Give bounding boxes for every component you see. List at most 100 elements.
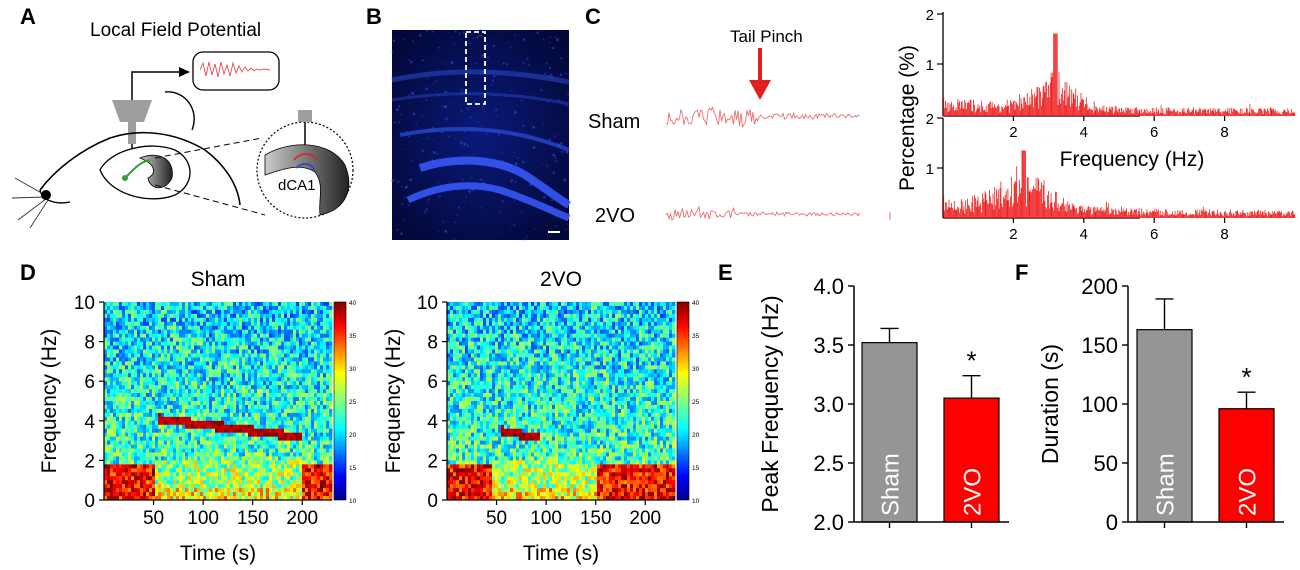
spectrogram-cell <box>128 412 132 418</box>
spectrogram-cell <box>179 385 183 390</box>
spectrogram-cell <box>450 349 454 354</box>
spectrogram-cell <box>161 357 165 362</box>
spectrogram-cell <box>200 448 204 453</box>
spectrogram-cell <box>456 317 460 323</box>
spectrogram-cell <box>137 456 141 461</box>
spectrogram-cell <box>143 432 147 438</box>
spectrogram-cell <box>447 416 451 422</box>
spectrogram-cell <box>209 385 213 390</box>
spectrogram-cell <box>227 365 231 370</box>
spectrogram-cell <box>462 385 466 390</box>
spectrogram-cell <box>212 468 216 473</box>
spectrogram-cell <box>266 302 270 307</box>
spectrogram-cell <box>119 476 123 481</box>
spectrogram-cell <box>227 349 231 354</box>
spectrogram-cell <box>152 456 156 461</box>
spectrogram-cell <box>137 305 141 311</box>
spectrogram-cell <box>450 488 454 493</box>
spectrogram-cell <box>209 456 213 461</box>
spectrogram-cell <box>155 424 159 430</box>
spectrogram-cell <box>326 452 330 457</box>
spectrogram-cell <box>290 393 294 398</box>
spectrogram-cell <box>323 432 327 438</box>
spectrogram-cell <box>209 345 213 350</box>
spectrogram-cell <box>110 317 114 323</box>
spectrogram-cell <box>173 357 177 362</box>
spectrogram-cell <box>209 397 213 402</box>
spectrogram-cell <box>299 464 303 469</box>
spectrogram-cell <box>329 412 333 418</box>
spectrogram-cell <box>188 345 192 350</box>
spectrogram-cell <box>125 365 129 370</box>
spectrogram-cell <box>284 349 288 354</box>
spectrogram-cell <box>326 416 330 422</box>
spectrogram-cell <box>296 377 300 382</box>
spectrogram-cell <box>296 361 300 366</box>
spectrogram-cell <box>453 325 457 331</box>
spectrogram-cell <box>302 341 306 346</box>
spectrogram-cell <box>314 337 318 342</box>
spectrogram-cell <box>290 420 294 426</box>
spectrogram-cell <box>143 373 147 378</box>
spectrogram-cell <box>197 404 201 410</box>
spectrogram-cell <box>239 448 243 453</box>
spectrogram-cell <box>314 313 318 319</box>
spectrogram-cell <box>221 428 225 434</box>
spectrogram-cell <box>173 333 177 339</box>
spectrogram-cell <box>218 408 222 414</box>
spectrogram-cell <box>149 460 153 465</box>
spectrogram-cell <box>137 302 141 307</box>
spectrogram-cell <box>206 385 210 390</box>
spectrogram-cell <box>284 305 288 311</box>
spectrogram-cell <box>254 480 258 485</box>
spectrogram-cell <box>173 349 177 354</box>
spectrogram-cell <box>212 349 216 354</box>
spectrogram-cell <box>272 329 276 335</box>
spectrogram-cell <box>251 436 255 441</box>
spectrogram-cell <box>104 377 108 382</box>
spectrogram-cell <box>143 309 147 315</box>
spectrogram-cell <box>296 381 300 386</box>
spectrogram-cell <box>152 428 156 434</box>
spectrogram-cell <box>269 345 273 350</box>
spectrogram-cell <box>212 302 216 307</box>
spectrogram-cell <box>317 480 321 485</box>
spectrogram-cell <box>260 317 264 323</box>
spectrogram-cell <box>158 444 162 449</box>
spectrogram-cell <box>233 496 237 501</box>
spectrogram-cell <box>456 341 460 346</box>
spectrogram-cell <box>296 480 300 485</box>
spectrogram-cell <box>456 472 460 477</box>
spectrogram-cell <box>287 325 291 331</box>
spectrogram-cell <box>197 397 201 402</box>
spectrogram-cell <box>218 393 222 398</box>
spectrogram-cell <box>221 329 225 335</box>
spectrogram-cell <box>167 456 171 461</box>
spectrogram-cell <box>164 337 168 342</box>
spectrogram-cell <box>326 488 330 493</box>
spectrogram-cell <box>456 345 460 350</box>
spectrogram-cell <box>326 424 330 430</box>
spectrogram-cell <box>161 420 165 426</box>
spectrogram-cell <box>308 385 312 390</box>
spectrogram-cell <box>188 337 192 342</box>
spectrogram-ytick-label: 8 <box>84 333 95 354</box>
spectrogram-cell <box>221 313 225 319</box>
spectrogram-cell <box>170 333 174 339</box>
spectrogram-cell <box>200 365 204 370</box>
spectrogram-cell <box>143 401 147 406</box>
spectrogram-cell <box>320 432 324 438</box>
spectrogram-cell <box>110 397 114 402</box>
spectrogram-cell <box>167 496 171 501</box>
spectrogram-cell <box>149 325 153 331</box>
spectrogram-cell <box>221 468 225 473</box>
spectrogram-cell <box>113 325 117 331</box>
spectrogram-cell <box>113 408 117 414</box>
spectrogram-cell <box>462 436 466 441</box>
spectrogram-cell <box>326 337 330 342</box>
spectrogram-cell <box>173 317 177 323</box>
spectrogram-cell <box>224 412 228 418</box>
spectrogram-cell <box>281 401 285 406</box>
zoom-line-bottom <box>154 184 266 216</box>
spectrogram-cell <box>146 476 150 481</box>
